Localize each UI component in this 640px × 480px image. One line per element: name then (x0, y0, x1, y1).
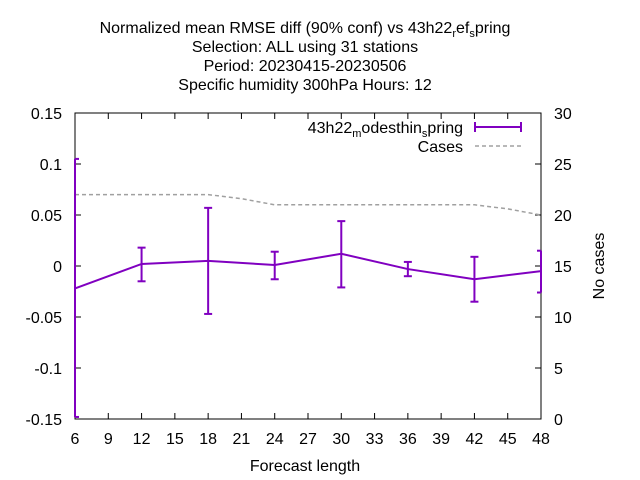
modesthin-series (74, 157, 542, 418)
y-tick-label: 0 (53, 259, 62, 276)
x-axis-ticks: 6 9 12 15 18 21 24 27 30 33 36 39 42 45 48 (71, 113, 550, 448)
x-tick-label: 36 (399, 431, 417, 448)
title-line-2: Selection: ALL using 31 stations (192, 39, 418, 56)
title-line-4: Specific humidity 300hPa Hours: 12 (178, 77, 432, 94)
y2-tick-label: 30 (554, 106, 572, 123)
y2-tick-label: 5 (554, 361, 563, 378)
x-tick-label: 18 (199, 431, 217, 448)
y2-tick-label: 25 (554, 157, 572, 174)
title-line-3: Period: 20230415-20230506 (204, 58, 407, 75)
y2-tick-label: 10 (554, 310, 572, 327)
y2-tick-label: 20 (554, 208, 572, 225)
legend-label-cases: Cases (418, 139, 463, 156)
x-tick-label: 6 (71, 431, 80, 448)
x-tick-label: 45 (499, 431, 517, 448)
y-tick-label: 0.15 (31, 106, 62, 123)
y-tick-label: -0.1 (34, 361, 62, 378)
chart-title: Normalized mean RMSE diff (90% conf) vs … (100, 20, 511, 94)
y-tick-label: 0.1 (40, 157, 62, 174)
y2-tick-label: 15 (554, 259, 572, 276)
plot-frame (74, 112, 542, 420)
y-tick-label: 0.05 (31, 208, 62, 225)
y-tick-label: -0.15 (26, 412, 63, 429)
legend-label-modesthin: 43h22modesthinspring (308, 120, 463, 140)
x-tick-label: 24 (266, 431, 284, 448)
x-tick-label: 48 (532, 431, 550, 448)
x-tick-label: 42 (466, 431, 484, 448)
cases-line (75, 193, 542, 216)
x-tick-label: 12 (133, 431, 151, 448)
title-line-1: Normalized mean RMSE diff (90% conf) vs … (100, 20, 511, 40)
modesthin-line (74, 252, 542, 290)
x-tick-label: 21 (233, 431, 251, 448)
y-axis-ticks: -0.15 -0.1 -0.05 0 0.05 0.1 0.15 (26, 106, 81, 429)
y2-axis-label: No cases (591, 233, 608, 300)
legend: 43h22modesthinspring Cases (308, 120, 522, 156)
x-tick-label: 30 (332, 431, 350, 448)
x-tick-label: 9 (104, 431, 113, 448)
x-tick-label: 27 (299, 431, 317, 448)
y2-tick-label: 0 (554, 412, 563, 429)
cases-series (75, 193, 542, 216)
y-tick-label: -0.05 (26, 310, 63, 327)
x-tick-label: 15 (166, 431, 184, 448)
y2-axis-ticks: 0 5 10 15 20 25 30 (535, 106, 572, 429)
x-tick-label: 33 (366, 431, 384, 448)
x-tick-label: 39 (432, 431, 450, 448)
x-axis-label: Forecast length (250, 458, 360, 475)
